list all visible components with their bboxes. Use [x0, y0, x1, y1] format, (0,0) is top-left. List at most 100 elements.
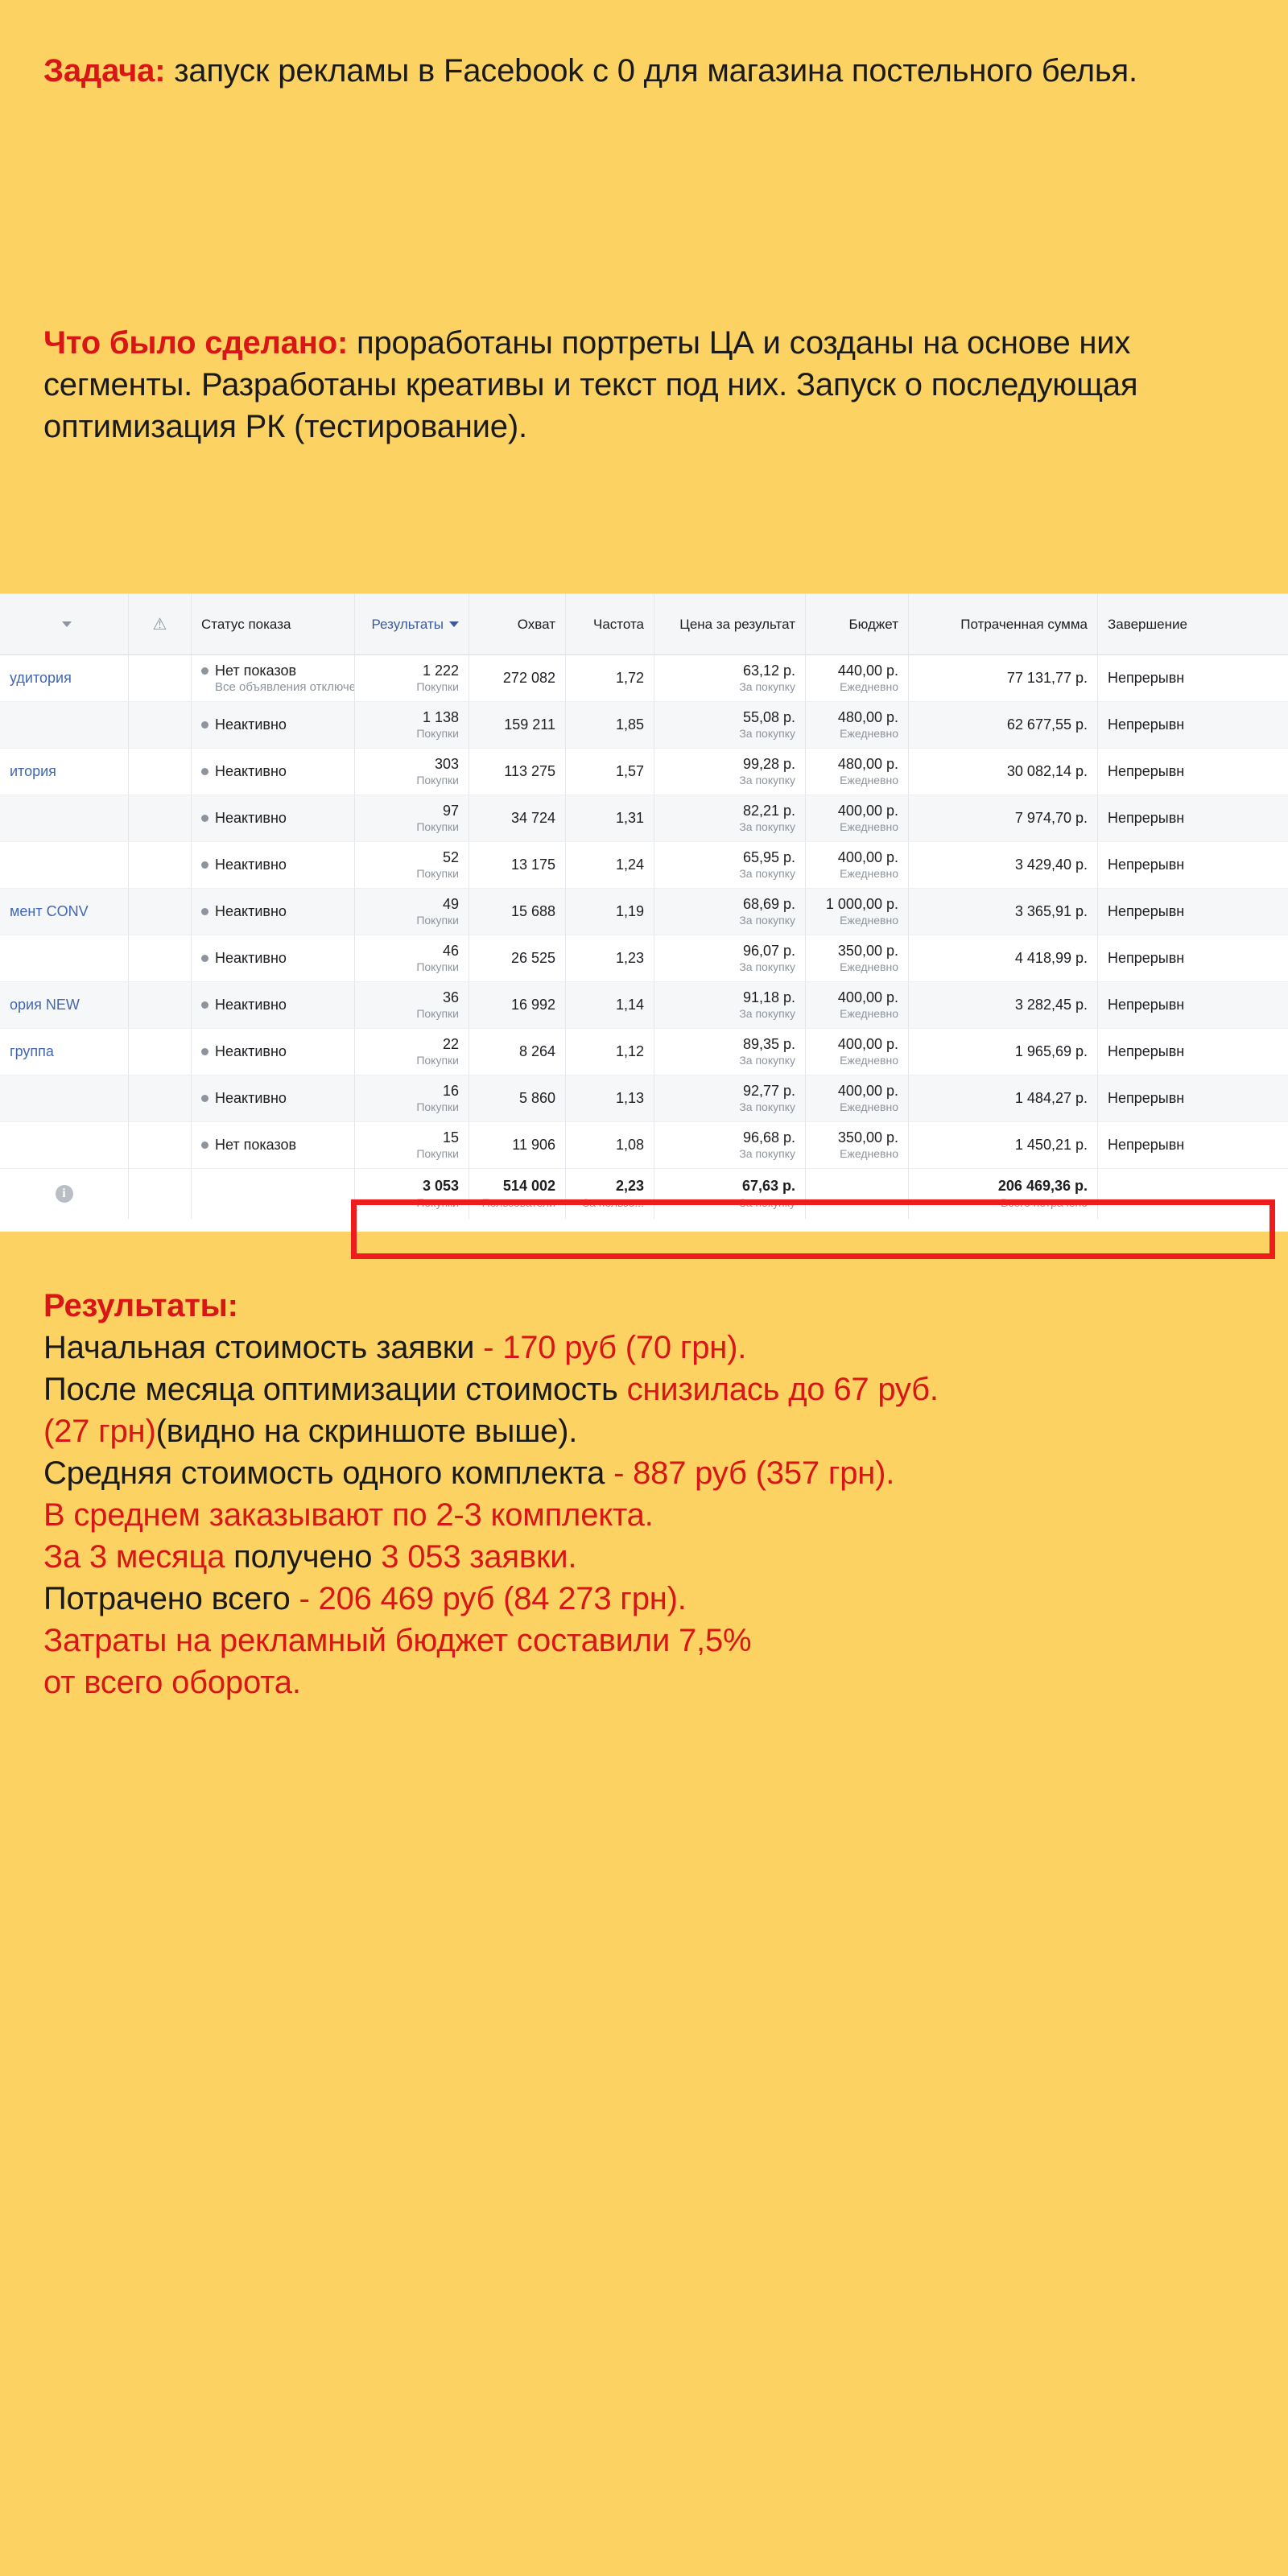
- header-frequency[interactable]: Частота: [566, 594, 654, 654]
- row-results-cell: 46 Покупки: [355, 935, 469, 981]
- row-ends-value: Непрерывн: [1108, 670, 1185, 687]
- row-budget-sub: Ежедневно: [840, 680, 898, 694]
- row-campaign-name: [0, 795, 129, 841]
- warning-triangle-icon[interactable]: ⚠: [152, 615, 167, 634]
- row-ends-value: Непрерывн: [1108, 903, 1185, 920]
- header-results[interactable]: Результаты: [355, 594, 469, 654]
- row-budget-cell: 480,00 р. Ежедневно: [806, 702, 909, 748]
- table-row[interactable]: Нет показов 15 Покупки 11 906 1,08 96,68 р. За…: [0, 1122, 1288, 1169]
- table-row[interactable]: мент CONV Неактивно 49 Покупки 15 688 1,19 68,…: [0, 889, 1288, 935]
- row-results-sub: Покупки: [416, 867, 459, 881]
- row-cost-sub: За покупку: [739, 960, 795, 974]
- row-campaign-name: [0, 935, 129, 981]
- row-cost-sub: За покупку: [739, 1147, 795, 1161]
- campaign-name-link[interactable]: ория NEW: [10, 997, 80, 1013]
- results-line: Затраты на рекламный бюджет составили 7,…: [43, 1620, 1259, 1662]
- row-ends-cell: Непрерывн: [1098, 655, 1288, 701]
- row-frequency-cell: 1,08: [566, 1122, 654, 1168]
- row-reach-cell: 5 860: [469, 1075, 566, 1121]
- info-icon[interactable]: i: [55, 1185, 73, 1203]
- header-status[interactable]: Статус показа: [192, 594, 355, 654]
- header-results-label: Результаты: [371, 616, 444, 632]
- header-spent[interactable]: Потраченная сумма: [909, 594, 1098, 654]
- row-status-label: Неактивно: [201, 810, 287, 827]
- facebook-ads-table[interactable]: ⚠ Статус показа Результаты Охват Частота…: [0, 593, 1288, 1232]
- table-row[interactable]: Неактивно 97 Покупки 34 724 1,31 82,21 р. За п…: [0, 795, 1288, 842]
- row-reach-value: 5 860: [518, 1090, 555, 1107]
- results-lines: Начальная стоимость заявки - 170 руб (70…: [43, 1327, 1259, 1703]
- header-reach[interactable]: Охват: [469, 594, 566, 654]
- table-row[interactable]: группа Неактивно 22 Покупки 8 264 1,12 89,35 р…: [0, 1029, 1288, 1075]
- row-results-cell: 97 Покупки: [355, 795, 469, 841]
- row-cost-sub: За покупку: [739, 1054, 795, 1067]
- table-row[interactable]: Неактивно 1 138 Покупки 159 211 1,85 55,08 р.…: [0, 702, 1288, 749]
- row-frequency-cell: 1,72: [566, 655, 654, 701]
- table-row[interactable]: Неактивно 52 Покупки 13 175 1,24 65,95 р. За п…: [0, 842, 1288, 889]
- row-warning-cell: [129, 749, 192, 795]
- table-row[interactable]: удитория Нет показов Все объявления отключ…: [0, 655, 1288, 702]
- status-dot-icon: [201, 1095, 208, 1102]
- row-spent-value: 1 965,69 р.: [1014, 1043, 1088, 1060]
- row-budget-value: 400,00 р.: [837, 802, 898, 819]
- row-budget-sub: Ежедневно: [840, 867, 898, 881]
- header-frequency-label: Частота: [592, 616, 644, 632]
- table-row[interactable]: Неактивно 46 Покупки 26 525 1,23 96,07 р. За п…: [0, 935, 1288, 982]
- totals-frequency-value: 2,23: [615, 1178, 644, 1195]
- row-results-value: 1 138: [422, 708, 459, 725]
- row-reach-cell: 16 992: [469, 982, 566, 1028]
- row-frequency-cell: 1,85: [566, 702, 654, 748]
- row-results-value: 97: [442, 802, 459, 819]
- header-cost-per-result[interactable]: Цена за результат: [654, 594, 806, 654]
- header-ends[interactable]: Завершение: [1098, 594, 1288, 654]
- results-black-text: После месяца оптимизации стоимость: [43, 1372, 627, 1407]
- row-ends-cell: Непрерывн: [1098, 1029, 1288, 1075]
- row-warning-cell: [129, 889, 192, 935]
- row-spent-value: 1 450,21 р.: [1014, 1137, 1088, 1154]
- row-budget-value: 400,00 р.: [837, 848, 898, 865]
- table-row[interactable]: ория NEW Неактивно 36 Покупки 16 992 1,14 91,1…: [0, 982, 1288, 1029]
- row-ends-value: Непрерывн: [1108, 1043, 1185, 1060]
- row-budget-cell: 400,00 р. Ежедневно: [806, 1075, 909, 1121]
- totals-info[interactable]: i: [0, 1169, 129, 1219]
- row-budget-sub: Ежедневно: [840, 1147, 898, 1161]
- row-ends-value: Непрерывн: [1108, 1090, 1185, 1107]
- row-status-label: Неактивно: [201, 763, 287, 780]
- totals-frequency-cell: 2,23 За пользо...: [566, 1169, 654, 1219]
- header-budget[interactable]: Бюджет: [806, 594, 909, 654]
- table-row[interactable]: итория Неактивно 303 Покупки 113 275 1,57 99,2…: [0, 749, 1288, 795]
- totals-ends-cell: [1098, 1169, 1288, 1219]
- row-campaign-name: [0, 1075, 129, 1121]
- row-spent-value: 77 131,77 р.: [1006, 670, 1088, 687]
- row-cost-sub: За покупку: [739, 680, 795, 694]
- header-ends-label: Завершение: [1108, 616, 1187, 632]
- campaign-name-link[interactable]: удитория: [10, 670, 72, 686]
- row-warning-cell: [129, 1075, 192, 1121]
- results-black-text: Средняя стоимость одного комплекта: [43, 1455, 614, 1491]
- table-row[interactable]: Неактивно 16 Покупки 5 860 1,13 92,77 р. За по…: [0, 1075, 1288, 1122]
- campaign-name-link[interactable]: группа: [10, 1043, 54, 1059]
- sort-descending-icon[interactable]: [449, 621, 459, 627]
- header-warning[interactable]: ⚠: [129, 594, 192, 654]
- row-warning-cell: [129, 795, 192, 841]
- row-reach-cell: 272 082: [469, 655, 566, 701]
- row-spent-cell: 62 677,55 р.: [909, 702, 1098, 748]
- campaign-name-link[interactable]: мент CONV: [10, 903, 89, 919]
- row-warning-cell: [129, 702, 192, 748]
- row-reach-value: 272 082: [502, 670, 555, 687]
- totals-status-cell: [192, 1169, 355, 1219]
- row-ends-cell: Непрерывн: [1098, 1075, 1288, 1121]
- campaign-name-link[interactable]: итория: [10, 763, 56, 779]
- chevron-down-icon[interactable]: [62, 621, 72, 627]
- header-name-sort[interactable]: [0, 594, 129, 654]
- table-body: удитория Нет показов Все объявления отключ…: [0, 655, 1288, 1169]
- row-cost-cell: 65,95 р. За покупку: [654, 842, 806, 888]
- row-budget-cell: 400,00 р. Ежедневно: [806, 795, 909, 841]
- row-results-value: 36: [442, 989, 459, 1005]
- row-frequency-cell: 1,23: [566, 935, 654, 981]
- row-results-value: 22: [442, 1035, 459, 1052]
- row-ends-cell: Непрерывн: [1098, 749, 1288, 795]
- header-reach-label: Охват: [517, 616, 555, 632]
- row-budget-cell: 400,00 р. Ежедневно: [806, 842, 909, 888]
- row-spent-cell: 3 282,45 р.: [909, 982, 1098, 1028]
- row-cost-cell: 92,77 р. За покупку: [654, 1075, 806, 1121]
